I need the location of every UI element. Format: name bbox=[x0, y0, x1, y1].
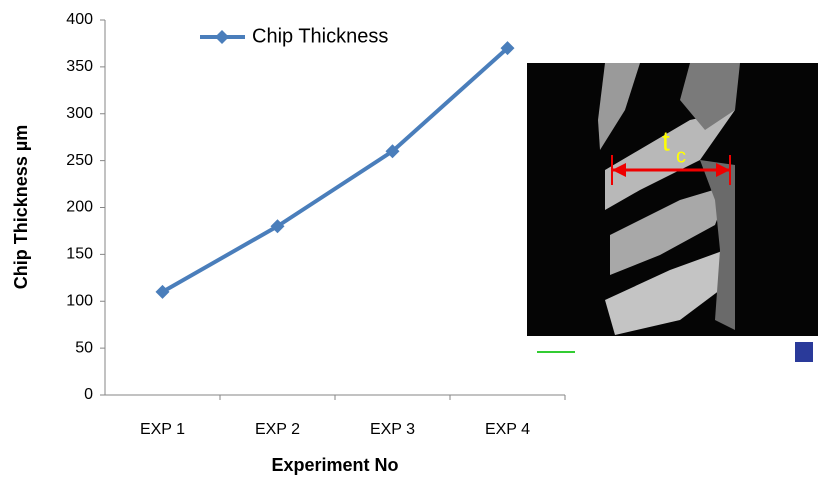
legend-label: Chip Thickness bbox=[252, 25, 388, 47]
x-tick-label: EXP 4 bbox=[485, 421, 530, 438]
y-tick-label: 50 bbox=[75, 339, 93, 356]
y-tick-label: 0 bbox=[84, 386, 93, 403]
chart: t c Experiment No Chip Thickness µm 0 50 1… bbox=[0, 0, 818, 480]
y-axis-label: Chip Thickness µm bbox=[11, 125, 31, 289]
inset-image: t c bbox=[527, 63, 818, 367]
x-tick-label: EXP 2 bbox=[255, 421, 300, 438]
inset-label-sub: c bbox=[676, 145, 686, 167]
x-tick-label: EXP 1 bbox=[140, 421, 185, 438]
y-tick-label: 300 bbox=[66, 105, 93, 122]
y-tick-label: 350 bbox=[66, 58, 93, 75]
x-axis-label: Experiment No bbox=[271, 455, 398, 475]
inset-label: t bbox=[662, 125, 670, 156]
y-tick-label: 200 bbox=[66, 199, 93, 216]
y-tick-label: 100 bbox=[66, 292, 93, 309]
legend-marker bbox=[215, 30, 229, 44]
x-tick-label: EXP 3 bbox=[370, 421, 415, 438]
y-tick-label: 150 bbox=[66, 246, 93, 263]
series-line bbox=[163, 48, 508, 292]
y-tick-label: 250 bbox=[66, 152, 93, 169]
y-tick-label: 400 bbox=[66, 11, 93, 28]
